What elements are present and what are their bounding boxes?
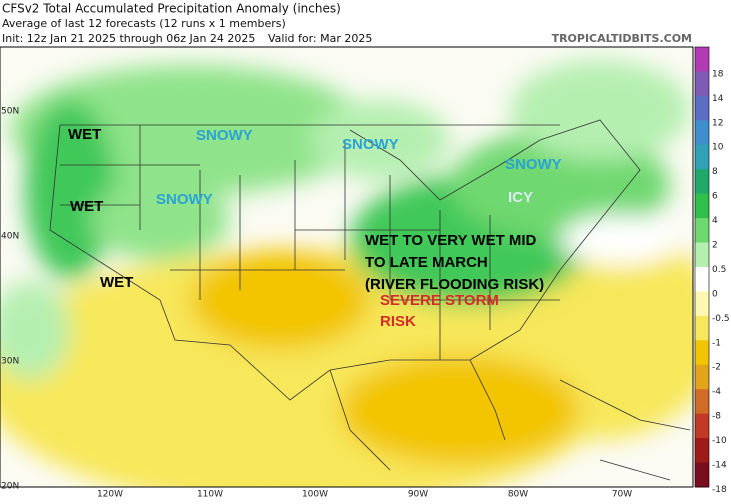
annotation: WET: [100, 274, 133, 291]
colorbar-label: 6: [712, 192, 718, 202]
map: [0, 47, 693, 487]
colorbar-label: 0: [712, 289, 718, 299]
colorbar-label: -18: [712, 485, 727, 495]
lat-label: 30N: [1, 357, 19, 367]
lat-label: 50N: [1, 107, 19, 117]
valid-time: Valid for: Mar 2025: [268, 32, 372, 45]
annotation: SNOWY: [156, 191, 213, 208]
lat-label: 20N: [1, 482, 19, 492]
source: TROPICALTIDBITS.COM: [552, 32, 692, 45]
colorbar-swatch: [695, 144, 709, 170]
colorbar-swatch: [695, 242, 709, 268]
annotation: TO LATE MARCH: [365, 254, 488, 271]
colorbar-label: -0.5: [712, 314, 730, 324]
borders: [49, 119, 691, 481]
colorbar-label: -4: [712, 387, 721, 397]
lon-label: 120W: [97, 490, 123, 500]
lon-label: 110W: [197, 490, 223, 500]
colorbar-label: -1: [712, 338, 721, 348]
annotation: ICY: [508, 189, 533, 206]
annotation: SEVERE STORM: [380, 292, 499, 309]
annotation: WET: [70, 198, 103, 215]
colorbar-swatch: [695, 291, 709, 317]
colorbar-label: 12: [712, 118, 723, 128]
colorbar-swatch: [695, 267, 709, 292]
colorbar-label: 8: [712, 167, 718, 177]
colorbar-swatch: [695, 462, 709, 488]
colorbar-swatch: [695, 193, 709, 219]
colorbar-swatch: [695, 169, 709, 195]
lon-label: 70W: [612, 490, 632, 500]
colorbar-label: -8: [712, 412, 721, 422]
colorbar-swatch: [695, 71, 709, 97]
lon-label: 90W: [408, 490, 428, 500]
annotation: WET: [68, 126, 101, 143]
subtitle: Average of last 12 forecasts (12 runs x …: [2, 17, 286, 30]
colorbar-frame: [694, 46, 710, 488]
colorbar-label: -14: [712, 461, 727, 471]
colorbar-label: 14: [712, 94, 724, 104]
colorbar-label: -2: [712, 363, 721, 373]
init-time: Init: 12z Jan 21 2025 through 06z Jan 24…: [2, 32, 255, 45]
lon-label: 80W: [508, 490, 528, 500]
colorbar-swatch: [695, 389, 709, 415]
colorbar-swatch: [695, 413, 709, 439]
lon-label: 100W: [302, 490, 328, 500]
colorbar-swatch: [695, 438, 709, 464]
colorbar-label: 18: [712, 69, 724, 79]
anomaly-field: [0, 60, 693, 487]
colorbar-swatch: [695, 340, 709, 366]
colorbar-swatch: [695, 364, 709, 390]
colorbar-label: -10: [712, 436, 727, 446]
colorbar-swatch: [695, 120, 709, 146]
lat-label: 40N: [1, 232, 19, 242]
annotation: (RIVER FLOODING RISK): [365, 276, 544, 293]
colorbar-swatch: [695, 218, 709, 244]
colorbar-label: 0.5: [712, 265, 726, 275]
map-frame: [0, 46, 694, 488]
colorbar-label: 4: [712, 216, 718, 226]
annotation: SNOWY: [505, 156, 562, 173]
colorbar-swatch: [695, 95, 709, 121]
annotation: SNOWY: [342, 136, 399, 153]
colorbar-label: 10: [712, 143, 724, 153]
title: CFSv2 Total Accumulated Precipitation An…: [2, 2, 341, 16]
annotation: RISK: [380, 313, 416, 330]
colorbar-label: 2: [712, 241, 718, 251]
annotation: WET TO VERY WET MID: [365, 232, 537, 249]
colorbar-swatch: [695, 315, 709, 341]
annotation: SNOWY: [196, 127, 253, 144]
colorbar-swatch: [695, 47, 709, 72]
